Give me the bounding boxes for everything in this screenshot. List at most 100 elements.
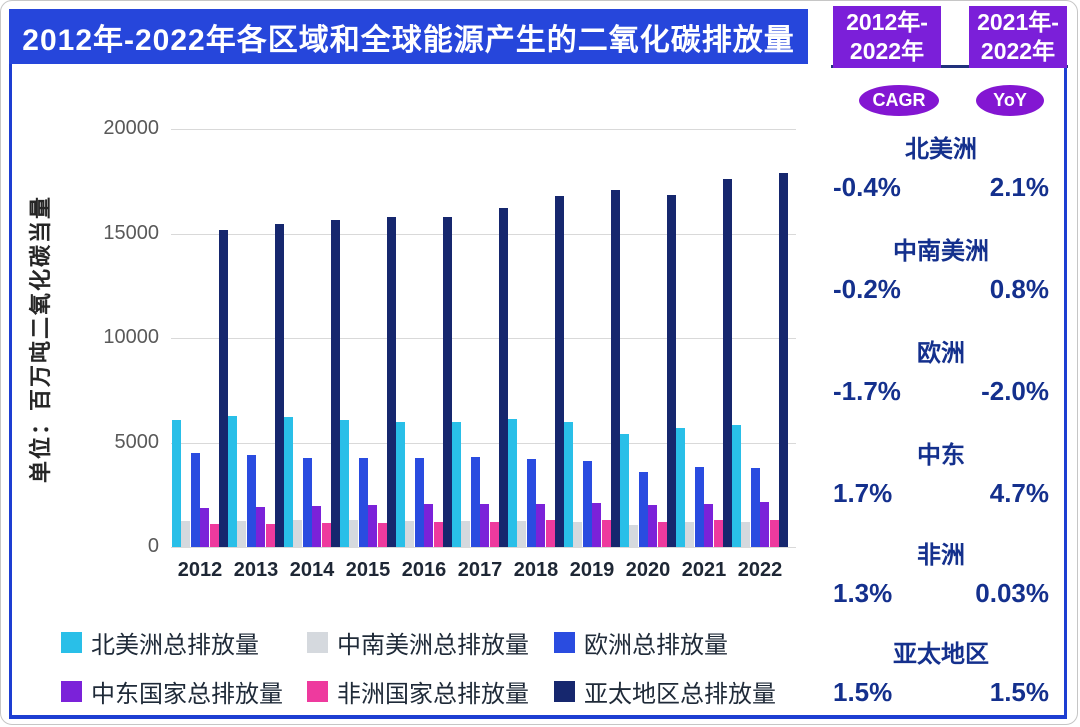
region-stat-3: 欧洲 -1.7% -2.0% (833, 333, 1049, 407)
gridline-10000 (171, 338, 796, 339)
region-values: -0.2% 0.8% (833, 274, 1049, 305)
bar-2014-北美洲总排放量 (283, 417, 293, 547)
bar-2016-中南美洲总排放量 (405, 520, 414, 547)
bar-2017-欧洲总排放量 (470, 457, 480, 547)
bar-2017-中南美洲总排放量 (461, 520, 470, 547)
bar-2013-中东国家总排放量 (256, 507, 265, 547)
x-tick-label: 2016 (401, 559, 447, 581)
bar-2021-中东国家总排放量 (704, 503, 713, 547)
x-tick-label: 2014 (289, 559, 335, 581)
yoy-value: 0.8% (989, 274, 1049, 304)
region-name: 非洲 (917, 542, 965, 569)
bar-2020-北美洲总排放量 (619, 434, 629, 547)
x-tick-label: 2021 (681, 559, 727, 581)
bar-2015-非洲国家总排放量 (377, 522, 387, 547)
bar-2021-欧洲总排放量 (694, 466, 704, 547)
bar-2013-亚太地区总排放量 (275, 224, 284, 547)
region-stat-2: 中南美洲 -0.2% 0.8% (833, 231, 1049, 305)
bar-2017-非洲国家总排放量 (489, 521, 499, 547)
legend-label: 中南美洲总排放量 (337, 632, 529, 659)
bar-2015-中东国家总排放量 (368, 505, 377, 547)
bar-2022-中东国家总排放量 (760, 501, 769, 547)
bar-2019-非洲国家总排放量 (601, 519, 611, 547)
bar-2012-欧洲总排放量 (190, 452, 200, 547)
bar-2019-中南美洲总排放量 (573, 521, 582, 547)
region-name: 欧洲 (917, 340, 965, 367)
bar-2012-中南美洲总排放量 (181, 520, 190, 547)
bar-2022-北美洲总排放量 (731, 425, 741, 547)
bar-2013-中南美洲总排放量 (237, 520, 246, 547)
bar-2014-中东国家总排放量 (312, 506, 321, 547)
cagr-value: -1.7% (833, 376, 901, 406)
bar-2019-欧洲总排放量 (582, 461, 592, 547)
cagr-value: -0.2% (833, 274, 901, 304)
region-values: 1.3% 0.03% (833, 578, 1049, 609)
legend-swatch-icon (61, 681, 82, 702)
legend-item: 北美洲总排放量 (61, 625, 259, 660)
bar-2018-亚太地区总排放量 (555, 195, 564, 547)
content-frame (9, 9, 1067, 719)
bar-2018-欧洲总排放量 (526, 458, 536, 547)
y-tick-label: 10000 (103, 326, 159, 348)
x-tick-label: 2019 (569, 559, 615, 581)
legend-label: 中东国家总排放量 (91, 681, 283, 708)
legend-label: 欧洲总排放量 (584, 632, 728, 659)
yoy-pill: YoY (976, 85, 1044, 116)
bar-2022-非洲国家总排放量 (769, 519, 779, 547)
cagr-value: 1.5% (833, 677, 893, 707)
y-tick-label: 20000 (103, 117, 159, 139)
region-stat-5: 非洲 1.3% 0.03% (833, 535, 1049, 609)
bar-2022-欧洲总排放量 (750, 468, 760, 547)
bar-2016-非洲国家总排放量 (433, 522, 443, 547)
y-tick-label: 15000 (103, 221, 159, 244)
yoy-value: 4.7% (989, 478, 1049, 508)
bar-2016-欧洲总排放量 (414, 457, 424, 547)
gridline-15000 (171, 233, 796, 235)
bar-2014-中南美洲总排放量 (293, 520, 302, 547)
legend-swatch-icon (307, 681, 328, 702)
x-tick-label: 2013 (233, 559, 279, 581)
period-badge-yoy: 2021年- 2022年 (969, 6, 1067, 68)
x-tick-label: 2015 (345, 559, 391, 581)
legend-swatch-icon (554, 632, 575, 653)
bar-2020-亚太地区总排放量 (667, 194, 676, 547)
legend-swatch-icon (61, 632, 82, 653)
bar-2012-非洲国家总排放量 (209, 524, 219, 547)
bar-2022-中南美洲总排放量 (741, 521, 750, 547)
bar-2016-中东国家总排放量 (424, 504, 433, 547)
region-values: 1.7% 4.7% (833, 478, 1049, 509)
bar-2013-非洲国家总排放量 (265, 523, 275, 547)
bar-2014-非洲国家总排放量 (321, 522, 331, 547)
x-tick-label: 2012 (177, 559, 223, 581)
bar-2021-中南美洲总排放量 (685, 521, 694, 547)
gridline-5000 (171, 442, 796, 444)
bar-2017-中东国家总排放量 (480, 503, 489, 547)
bar-2012-中东国家总排放量 (200, 507, 209, 547)
bar-2022-亚太地区总排放量 (779, 172, 788, 547)
cagr-value: 1.3% (833, 578, 893, 608)
bar-2020-中南美洲总排放量 (629, 524, 638, 547)
bar-2018-中南美洲总排放量 (517, 521, 526, 547)
page-title: 2012年-2022年各区域和全球能源产生的二氧化碳排放量 (9, 9, 808, 64)
region-stat-6: 亚太地区 1.5% 1.5% (833, 634, 1049, 708)
y-tick-label: 5000 (114, 430, 160, 453)
bar-2019-中东国家总排放量 (592, 503, 601, 547)
x-tick-label: 2020 (625, 559, 671, 581)
period-badge-line: 2022年 (849, 38, 925, 64)
right-panel-top-border (831, 65, 1068, 68)
yoy-value: 1.5% (989, 677, 1049, 707)
x-tick-label: 2022 (737, 559, 783, 581)
bar-2021-非洲国家总排放量 (713, 519, 723, 547)
bar-2020-中东国家总排放量 (648, 505, 657, 547)
region-values: 1.5% 1.5% (833, 677, 1049, 708)
bar-2018-北美洲总排放量 (507, 419, 517, 547)
bar-2018-中东国家总排放量 (536, 503, 545, 547)
region-name: 中南美洲 (893, 238, 989, 265)
period-badge-cagr: 2012年- 2022年 (833, 6, 941, 68)
bar-2021-北美洲总排放量 (675, 427, 685, 547)
region-name: 中东 (917, 442, 965, 469)
bar-2015-中南美洲总排放量 (349, 520, 358, 547)
